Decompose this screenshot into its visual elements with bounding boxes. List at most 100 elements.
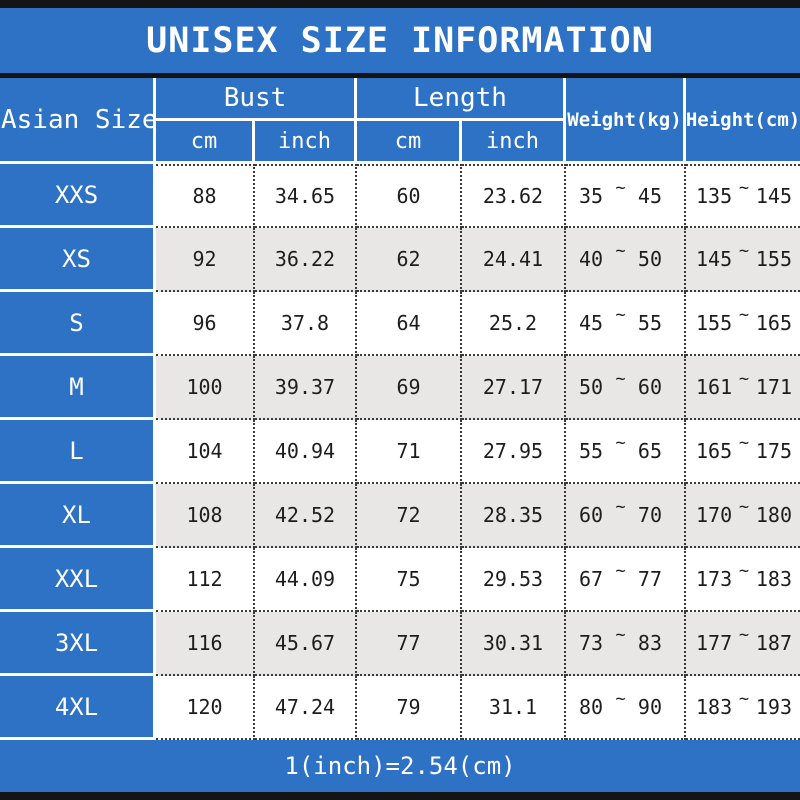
tilde-symbol: ~ <box>615 625 626 645</box>
range-max: 193 <box>755 695 792 719</box>
length-inch-value: 27.17 <box>462 356 566 420</box>
tilde-symbol: ~ <box>738 369 750 389</box>
bust-cm-value: 116 <box>156 612 255 676</box>
range-min: 173 <box>696 567 733 591</box>
length-cm-value: 77 <box>357 612 462 676</box>
bottom-border-bar <box>0 792 800 800</box>
size-label: M <box>0 356 156 420</box>
conversion-note: 1(inch)=2.54(cm) <box>284 752 516 780</box>
bust-cm-value: 104 <box>156 420 255 484</box>
height-range-cell: 170 ~180 <box>686 484 800 548</box>
height-range-cell: 155 ~165 <box>686 292 800 356</box>
range-min: 161 <box>696 375 733 399</box>
range-min: 45 <box>579 311 604 335</box>
range-min: 50 <box>579 375 604 399</box>
weight-range-cell: 73 ~83 <box>566 612 686 676</box>
tilde-symbol: ~ <box>738 689 750 709</box>
size-label: S <box>0 292 156 356</box>
length-inch-value: 31.1 <box>462 676 566 740</box>
height-range-cell: 145 ~155 <box>686 228 800 292</box>
size-label: XS <box>0 228 156 292</box>
page-title: UNISEX SIZE INFORMATION <box>146 20 654 61</box>
length-inch-value: 25.2 <box>462 292 566 356</box>
range-min: 73 <box>579 631 604 655</box>
length-cm-value: 69 <box>357 356 462 420</box>
header-bust-inch: inch <box>255 121 357 164</box>
bust-cm-value: 92 <box>156 228 255 292</box>
range-max: 155 <box>755 247 792 271</box>
length-cm-value: 72 <box>357 484 462 548</box>
header-length: Length <box>357 78 566 121</box>
title-band: UNISEX SIZE INFORMATION <box>0 8 800 73</box>
length-inch-value: 24.41 <box>462 228 566 292</box>
length-cm-value: 75 <box>357 548 462 612</box>
length-inch-value: 29.53 <box>462 548 566 612</box>
header-bust: Bust <box>156 78 357 121</box>
length-cm-value: 64 <box>357 292 462 356</box>
bust-cm-value: 108 <box>156 484 255 548</box>
range-min: 35 <box>579 184 604 208</box>
tilde-symbol: ~ <box>615 561 626 581</box>
weight-range-cell: 35 ~45 <box>566 164 686 228</box>
tilde-symbol: ~ <box>738 178 750 198</box>
range-min: 80 <box>579 695 604 719</box>
range-max: 60 <box>637 375 662 399</box>
title-divider <box>0 73 800 78</box>
tilde-symbol: ~ <box>615 305 626 325</box>
weight-range-cell: 50 ~60 <box>566 356 686 420</box>
tilde-symbol: ~ <box>615 689 626 709</box>
length-inch-value: 27.95 <box>462 420 566 484</box>
range-min: 135 <box>696 184 733 208</box>
bust-inch-value: 45.67 <box>255 612 357 676</box>
tilde-symbol: ~ <box>615 369 626 389</box>
size-label: L <box>0 420 156 484</box>
range-max: 55 <box>637 311 662 335</box>
range-max: 187 <box>755 631 792 655</box>
length-cm-value: 71 <box>357 420 462 484</box>
length-cm-value: 62 <box>357 228 462 292</box>
range-min: 177 <box>696 631 733 655</box>
bust-inch-value: 34.65 <box>255 164 357 228</box>
header-asian-size: Asian Size <box>0 78 156 164</box>
range-max: 145 <box>755 184 792 208</box>
range-max: 83 <box>637 631 662 655</box>
range-min: 145 <box>696 247 733 271</box>
bust-inch-value: 42.52 <box>255 484 357 548</box>
header-height-cm: Height(cm) <box>686 78 800 164</box>
height-range-cell: 135 ~145 <box>686 164 800 228</box>
length-cm-value: 60 <box>357 164 462 228</box>
size-label: XXL <box>0 548 156 612</box>
range-min: 170 <box>696 503 733 527</box>
header-bust-cm: cm <box>156 121 255 164</box>
range-min: 183 <box>696 695 733 719</box>
length-cm-value: 79 <box>357 676 462 740</box>
table-header: Asian Size Bust Length Weight(kg) Height… <box>0 78 800 164</box>
bust-cm-value: 88 <box>156 164 255 228</box>
length-inch-value: 28.35 <box>462 484 566 548</box>
range-max: 77 <box>637 567 662 591</box>
tilde-symbol: ~ <box>738 497 750 517</box>
weight-range-cell: 60 ~70 <box>566 484 686 548</box>
size-label: XL <box>0 484 156 548</box>
range-max: 183 <box>755 567 792 591</box>
tilde-symbol: ~ <box>615 497 626 517</box>
range-max: 70 <box>637 503 662 527</box>
bust-cm-value: 120 <box>156 676 255 740</box>
range-max: 90 <box>637 695 662 719</box>
bust-inch-value: 37.8 <box>255 292 357 356</box>
range-min: 55 <box>579 439 604 463</box>
table-body: XXS 88 34.65 60 23.62 35 ~45 135 ~145 XS 9… <box>0 164 800 740</box>
bust-cm-value: 112 <box>156 548 255 612</box>
length-inch-value: 23.62 <box>462 164 566 228</box>
range-max: 65 <box>637 439 662 463</box>
tilde-symbol: ~ <box>738 433 750 453</box>
tilde-symbol: ~ <box>738 625 750 645</box>
weight-range-cell: 80 ~90 <box>566 676 686 740</box>
range-min: 155 <box>696 311 733 335</box>
range-min: 67 <box>579 567 604 591</box>
range-min: 60 <box>579 503 604 527</box>
size-label: XXS <box>0 164 156 228</box>
tilde-symbol: ~ <box>738 561 750 581</box>
bust-cm-value: 96 <box>156 292 255 356</box>
